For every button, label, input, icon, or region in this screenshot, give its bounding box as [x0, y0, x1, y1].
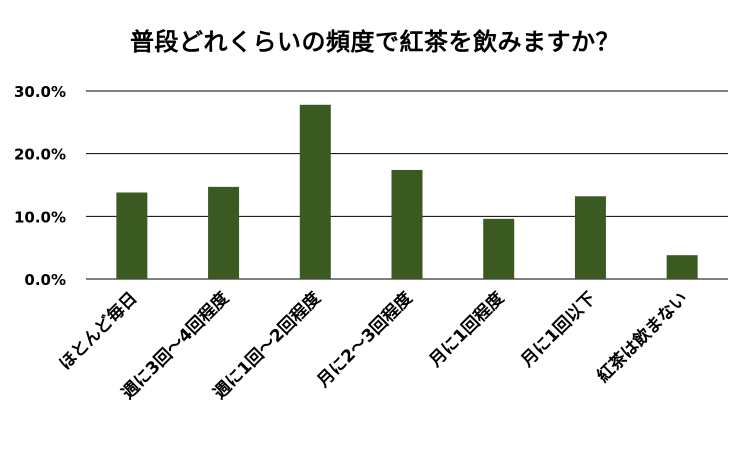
- bar: [391, 169, 423, 279]
- bar: [666, 255, 698, 279]
- y-tick-label: 20.0%: [14, 146, 66, 164]
- x-tick-label: 紅茶は飲まない: [593, 288, 692, 387]
- x-tick-label: 月に2〜3回程度: [312, 287, 417, 392]
- x-tick-label: ほとんど毎日: [55, 288, 142, 375]
- y-tick-label: 30.0%: [14, 83, 66, 101]
- bar: [299, 104, 331, 279]
- bar: [574, 196, 606, 279]
- y-tick-label: 10.0%: [14, 208, 66, 226]
- x-tick-label: 月に1回程度: [424, 287, 509, 372]
- bar: [483, 218, 515, 279]
- x-tick-label: 月に1回以下: [517, 288, 600, 371]
- bar: [116, 192, 148, 279]
- bar: [208, 186, 240, 279]
- y-tick-label: 0.0%: [24, 271, 66, 289]
- chart-title: 普段どれくらいの頻度で紅茶を飲みますか？: [130, 28, 620, 56]
